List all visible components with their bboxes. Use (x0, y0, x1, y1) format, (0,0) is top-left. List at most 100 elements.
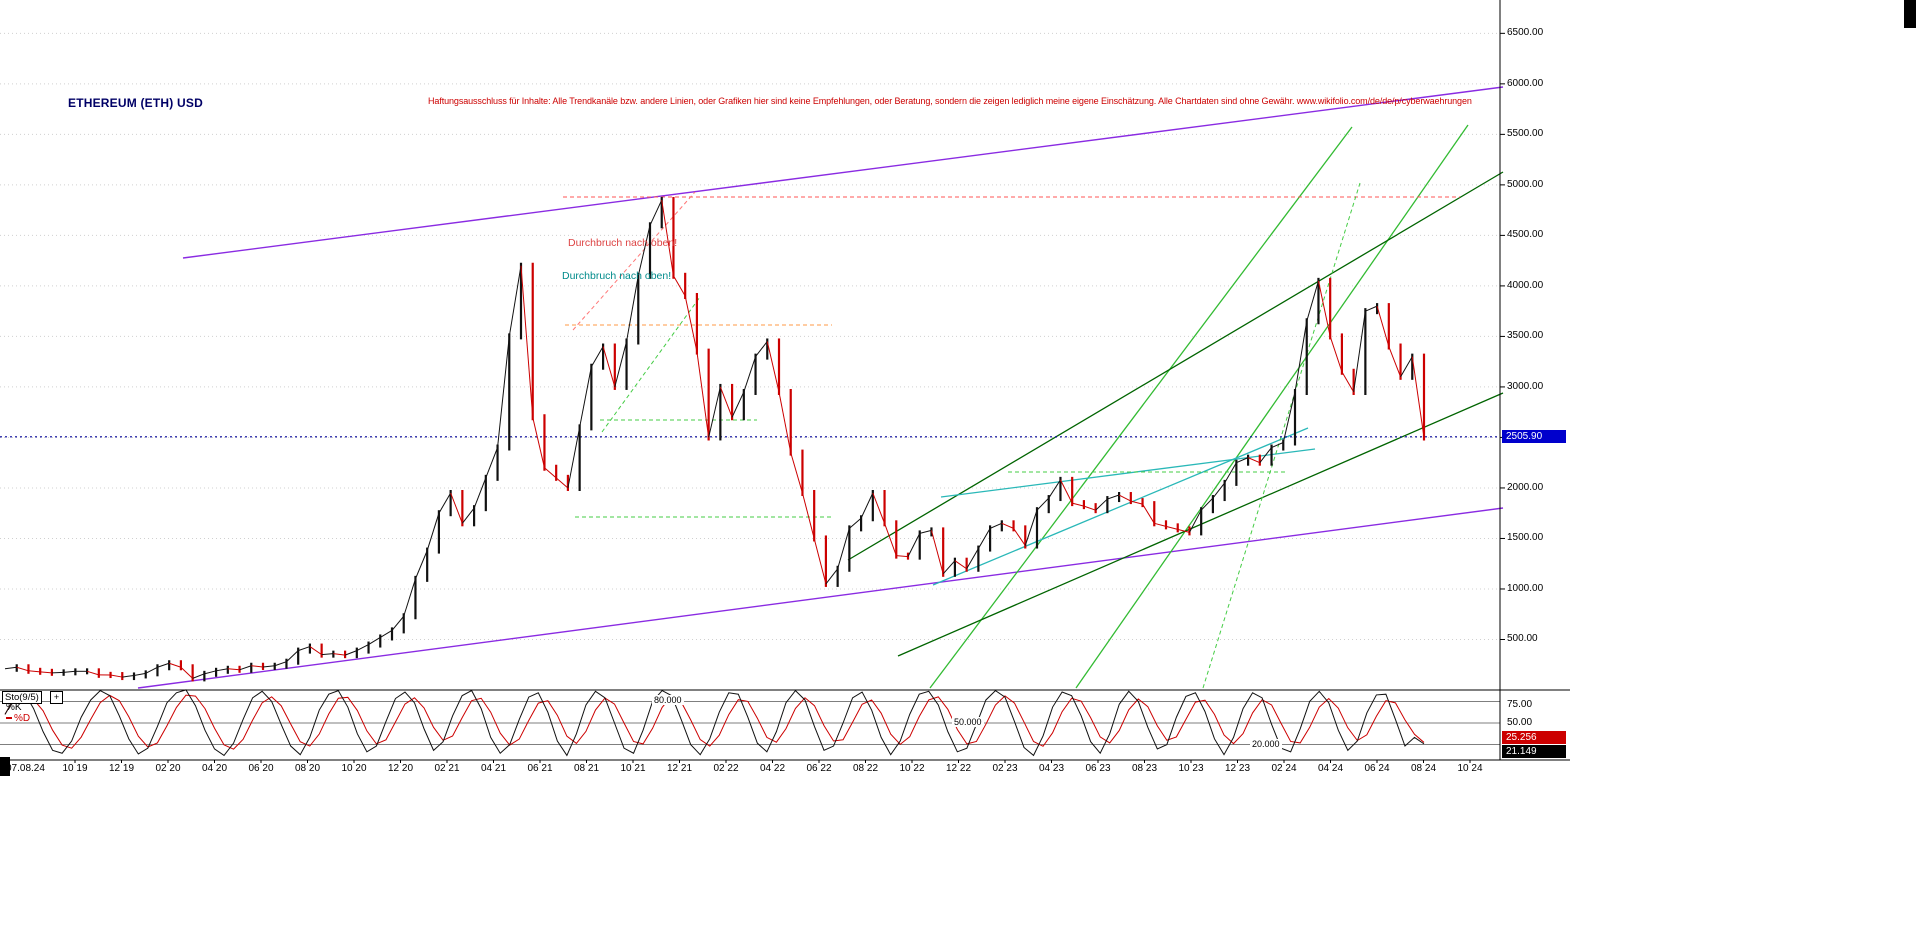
price-segment (1072, 502, 1085, 507)
price-segment (602, 346, 616, 388)
time-axis-origin-label: 07.08.24 (6, 763, 45, 774)
price-segment (954, 560, 967, 570)
price-segment (426, 513, 440, 551)
time-axis-label: 12 20 (387, 763, 414, 774)
price-segment (298, 646, 311, 652)
price-segment (169, 662, 182, 668)
price-segment (1036, 497, 1050, 511)
time-axis-label: 04 21 (480, 763, 507, 774)
time-axis-label: 02 21 (434, 763, 460, 774)
price-axis-label: 4000.00 (1507, 279, 1544, 291)
price-segment (28, 670, 41, 673)
price-segment (719, 386, 733, 418)
d-line-swatch-icon (6, 717, 12, 720)
price-segment (849, 517, 862, 529)
price-segment (1107, 494, 1120, 500)
price-segment (192, 673, 205, 679)
price-segment (1130, 500, 1143, 505)
price-segment (555, 477, 569, 489)
stochastic-k-series (4, 689, 1425, 757)
time-axis-label: 02 20 (155, 763, 181, 774)
price-segment (1200, 497, 1214, 511)
stochastic-d-value-badge: 25.256 (1502, 731, 1566, 744)
price-segment (1365, 305, 1378, 312)
indicator-expand-button[interactable]: + (50, 691, 63, 704)
price-segment (1224, 462, 1237, 484)
purple-channel-lower (137, 507, 1504, 689)
price-segment (919, 529, 932, 534)
price-segment (1341, 371, 1355, 393)
price-segment (122, 674, 135, 678)
price-segment (579, 366, 592, 428)
annotation-text: Durchbruch nach oben! (568, 237, 678, 249)
time-axis-label: 06 21 (527, 763, 553, 774)
price-segment (1306, 280, 1319, 322)
time-axis-label: 06 22 (806, 763, 832, 774)
price-segment (907, 533, 921, 557)
price-axis-label: 6500.00 (1507, 27, 1544, 39)
wedge-red-dashed (572, 191, 696, 331)
price-segment (1329, 336, 1343, 372)
time-axis-label: 12 21 (666, 763, 693, 774)
purple-channel-upper (182, 86, 1504, 259)
price-segment (1259, 447, 1272, 464)
current-price-badge: 2505.90 (1502, 430, 1566, 443)
price-segment (766, 341, 780, 393)
price-segment (942, 560, 956, 575)
price-segment (157, 662, 170, 668)
time-axis-label: 10 24 (1457, 763, 1483, 774)
price-segment (1317, 280, 1331, 337)
time-axis-label: 04 22 (759, 763, 786, 774)
oscillator-level-label: 50.000 (952, 717, 984, 727)
price-segment (380, 629, 393, 638)
price-axis-label: 3000.00 (1507, 380, 1544, 392)
price-axis-label: 3500.00 (1507, 330, 1544, 342)
price-segment (708, 386, 721, 438)
price-axis-label: 500.00 (1507, 633, 1538, 645)
price-segment (837, 528, 850, 569)
price-segment (204, 670, 217, 675)
price-segment (16, 666, 29, 672)
time-axis-label: 08 22 (852, 763, 879, 774)
price-segment (1083, 505, 1096, 511)
price-segment (1271, 442, 1284, 448)
price-segment (110, 674, 123, 678)
price-segment (1353, 311, 1366, 393)
price-segment (778, 391, 792, 453)
price-segment (251, 665, 264, 668)
price-segment (461, 507, 475, 524)
price-segment (274, 661, 287, 667)
time-axis-label: 04 23 (1038, 763, 1065, 774)
price-segment (825, 568, 839, 585)
price-segment (661, 199, 674, 276)
price-segment (567, 427, 581, 489)
price-segment (485, 447, 499, 479)
price-segment (1376, 305, 1390, 347)
price-segment (813, 538, 827, 585)
time-axis-label: 08 23 (1131, 763, 1158, 774)
price-segment (86, 670, 99, 676)
time-axis-label: 10 20 (341, 763, 367, 774)
price-segment (368, 637, 381, 645)
price-segment (414, 550, 428, 580)
time-axis-label: 10 21 (620, 763, 646, 774)
price-axis-label: 6000.00 (1507, 77, 1544, 89)
time-axis-label: 08 24 (1410, 763, 1437, 774)
time-axis-label: 02 24 (1271, 763, 1297, 774)
price-segment (262, 665, 275, 668)
oscillator-axis-label: 75.00 (1507, 699, 1533, 710)
price-segment (731, 391, 745, 418)
price-segment (1294, 321, 1308, 393)
oscillator-level-label: 80.000 (652, 695, 684, 706)
price-segment (884, 523, 897, 556)
price-segment (1048, 479, 1061, 499)
price-segment (133, 672, 146, 676)
cyan-uptrend-1 (932, 427, 1309, 586)
time-axis-label: 10 23 (1178, 763, 1204, 774)
price-segment (391, 615, 405, 631)
oscillator-level-label: 20.000 (1250, 738, 1282, 749)
stochastic-k-label: %K (6, 702, 22, 713)
price-segment (696, 351, 710, 438)
